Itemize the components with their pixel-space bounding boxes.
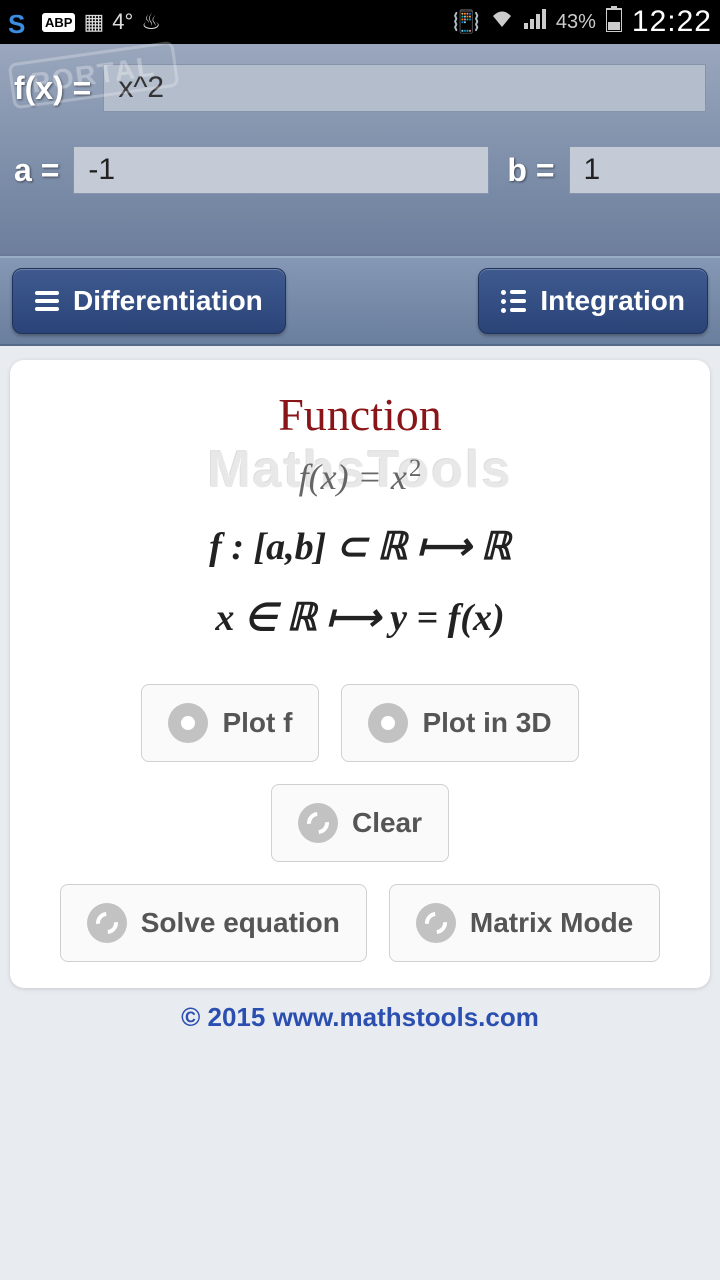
differentiation-label: Differentiation xyxy=(73,285,263,317)
matrix-mode-button[interactable]: Matrix Mode xyxy=(389,884,660,962)
battery-text: 43% xyxy=(556,11,596,34)
a-group: a = xyxy=(14,146,489,194)
fx-row: f(x) = xyxy=(14,64,706,112)
solve-equation-button[interactable]: Solve equation xyxy=(60,884,367,962)
equation-map: x ∈ ℝ ⟼ y = f(x) xyxy=(32,595,688,640)
integration-label: Integration xyxy=(540,285,685,317)
flame-icon: ♨ xyxy=(141,9,161,35)
clear-button[interactable]: Clear xyxy=(271,784,449,862)
input-panel: PORTAL f(x) = a = b = xyxy=(0,44,720,256)
bottom-row: Solve equation Matrix Mode xyxy=(32,884,688,962)
status-right: 📳 43% 12:22 xyxy=(452,5,712,39)
integration-button[interactable]: Integration xyxy=(478,268,708,334)
camera-icon xyxy=(168,703,208,743)
footer-copyright: © 2015 www.mathstools.com xyxy=(0,1002,720,1033)
fx-input[interactable] xyxy=(103,64,706,112)
plot-f-button[interactable]: Plot f xyxy=(141,684,319,762)
differentiation-button[interactable]: Differentiation xyxy=(12,268,286,334)
status-left: S ABP ▦ 4° ♨ xyxy=(8,9,161,35)
a-label: a = xyxy=(14,152,59,189)
camera-icon xyxy=(368,703,408,743)
abp-icon: ABP xyxy=(42,13,75,32)
card-title: Function xyxy=(32,388,688,441)
fx-label: f(x) = xyxy=(14,70,91,107)
refresh-icon xyxy=(298,803,338,843)
b-input[interactable] xyxy=(569,146,720,194)
status-bar: S ABP ▦ 4° ♨ 📳 43% 12:22 xyxy=(0,0,720,44)
s-icon: S xyxy=(8,9,34,35)
signal-icon xyxy=(524,9,546,35)
equation-fx: f(x) = x2 xyxy=(32,455,688,498)
plot-f-label: Plot f xyxy=(222,707,292,739)
a-input[interactable] xyxy=(73,146,489,194)
battery-icon xyxy=(606,6,622,38)
list-icon xyxy=(501,290,526,313)
wifi-icon xyxy=(490,9,514,35)
equation-domain: f : [a,b] ⊂ ℝ ⟼ ℝ xyxy=(32,524,688,569)
b-label: b = xyxy=(507,152,554,189)
hamburger-icon xyxy=(35,291,59,311)
b-group: b = xyxy=(507,146,720,194)
clock: 12:22 xyxy=(632,5,712,39)
solve-label: Solve equation xyxy=(141,907,340,939)
temp-indicator: 4° xyxy=(112,9,133,35)
function-card: Function MathsTools f(x) = x2 f : [a,b] … xyxy=(10,360,710,988)
plot-3d-button[interactable]: Plot in 3D xyxy=(341,684,578,762)
clear-label: Clear xyxy=(352,807,422,839)
tab-bar: Differentiation Integration xyxy=(0,256,720,346)
refresh-icon xyxy=(87,903,127,943)
vibrate-icon: 📳 xyxy=(452,9,479,35)
refresh-icon xyxy=(416,903,456,943)
plot-3d-label: Plot in 3D xyxy=(422,707,551,739)
clear-row: Clear xyxy=(32,784,688,862)
plot-row: Plot f Plot in 3D xyxy=(32,684,688,762)
ab-row: a = b = xyxy=(14,146,706,194)
app-icon: ▦ xyxy=(83,9,104,35)
matrix-label: Matrix Mode xyxy=(470,907,633,939)
